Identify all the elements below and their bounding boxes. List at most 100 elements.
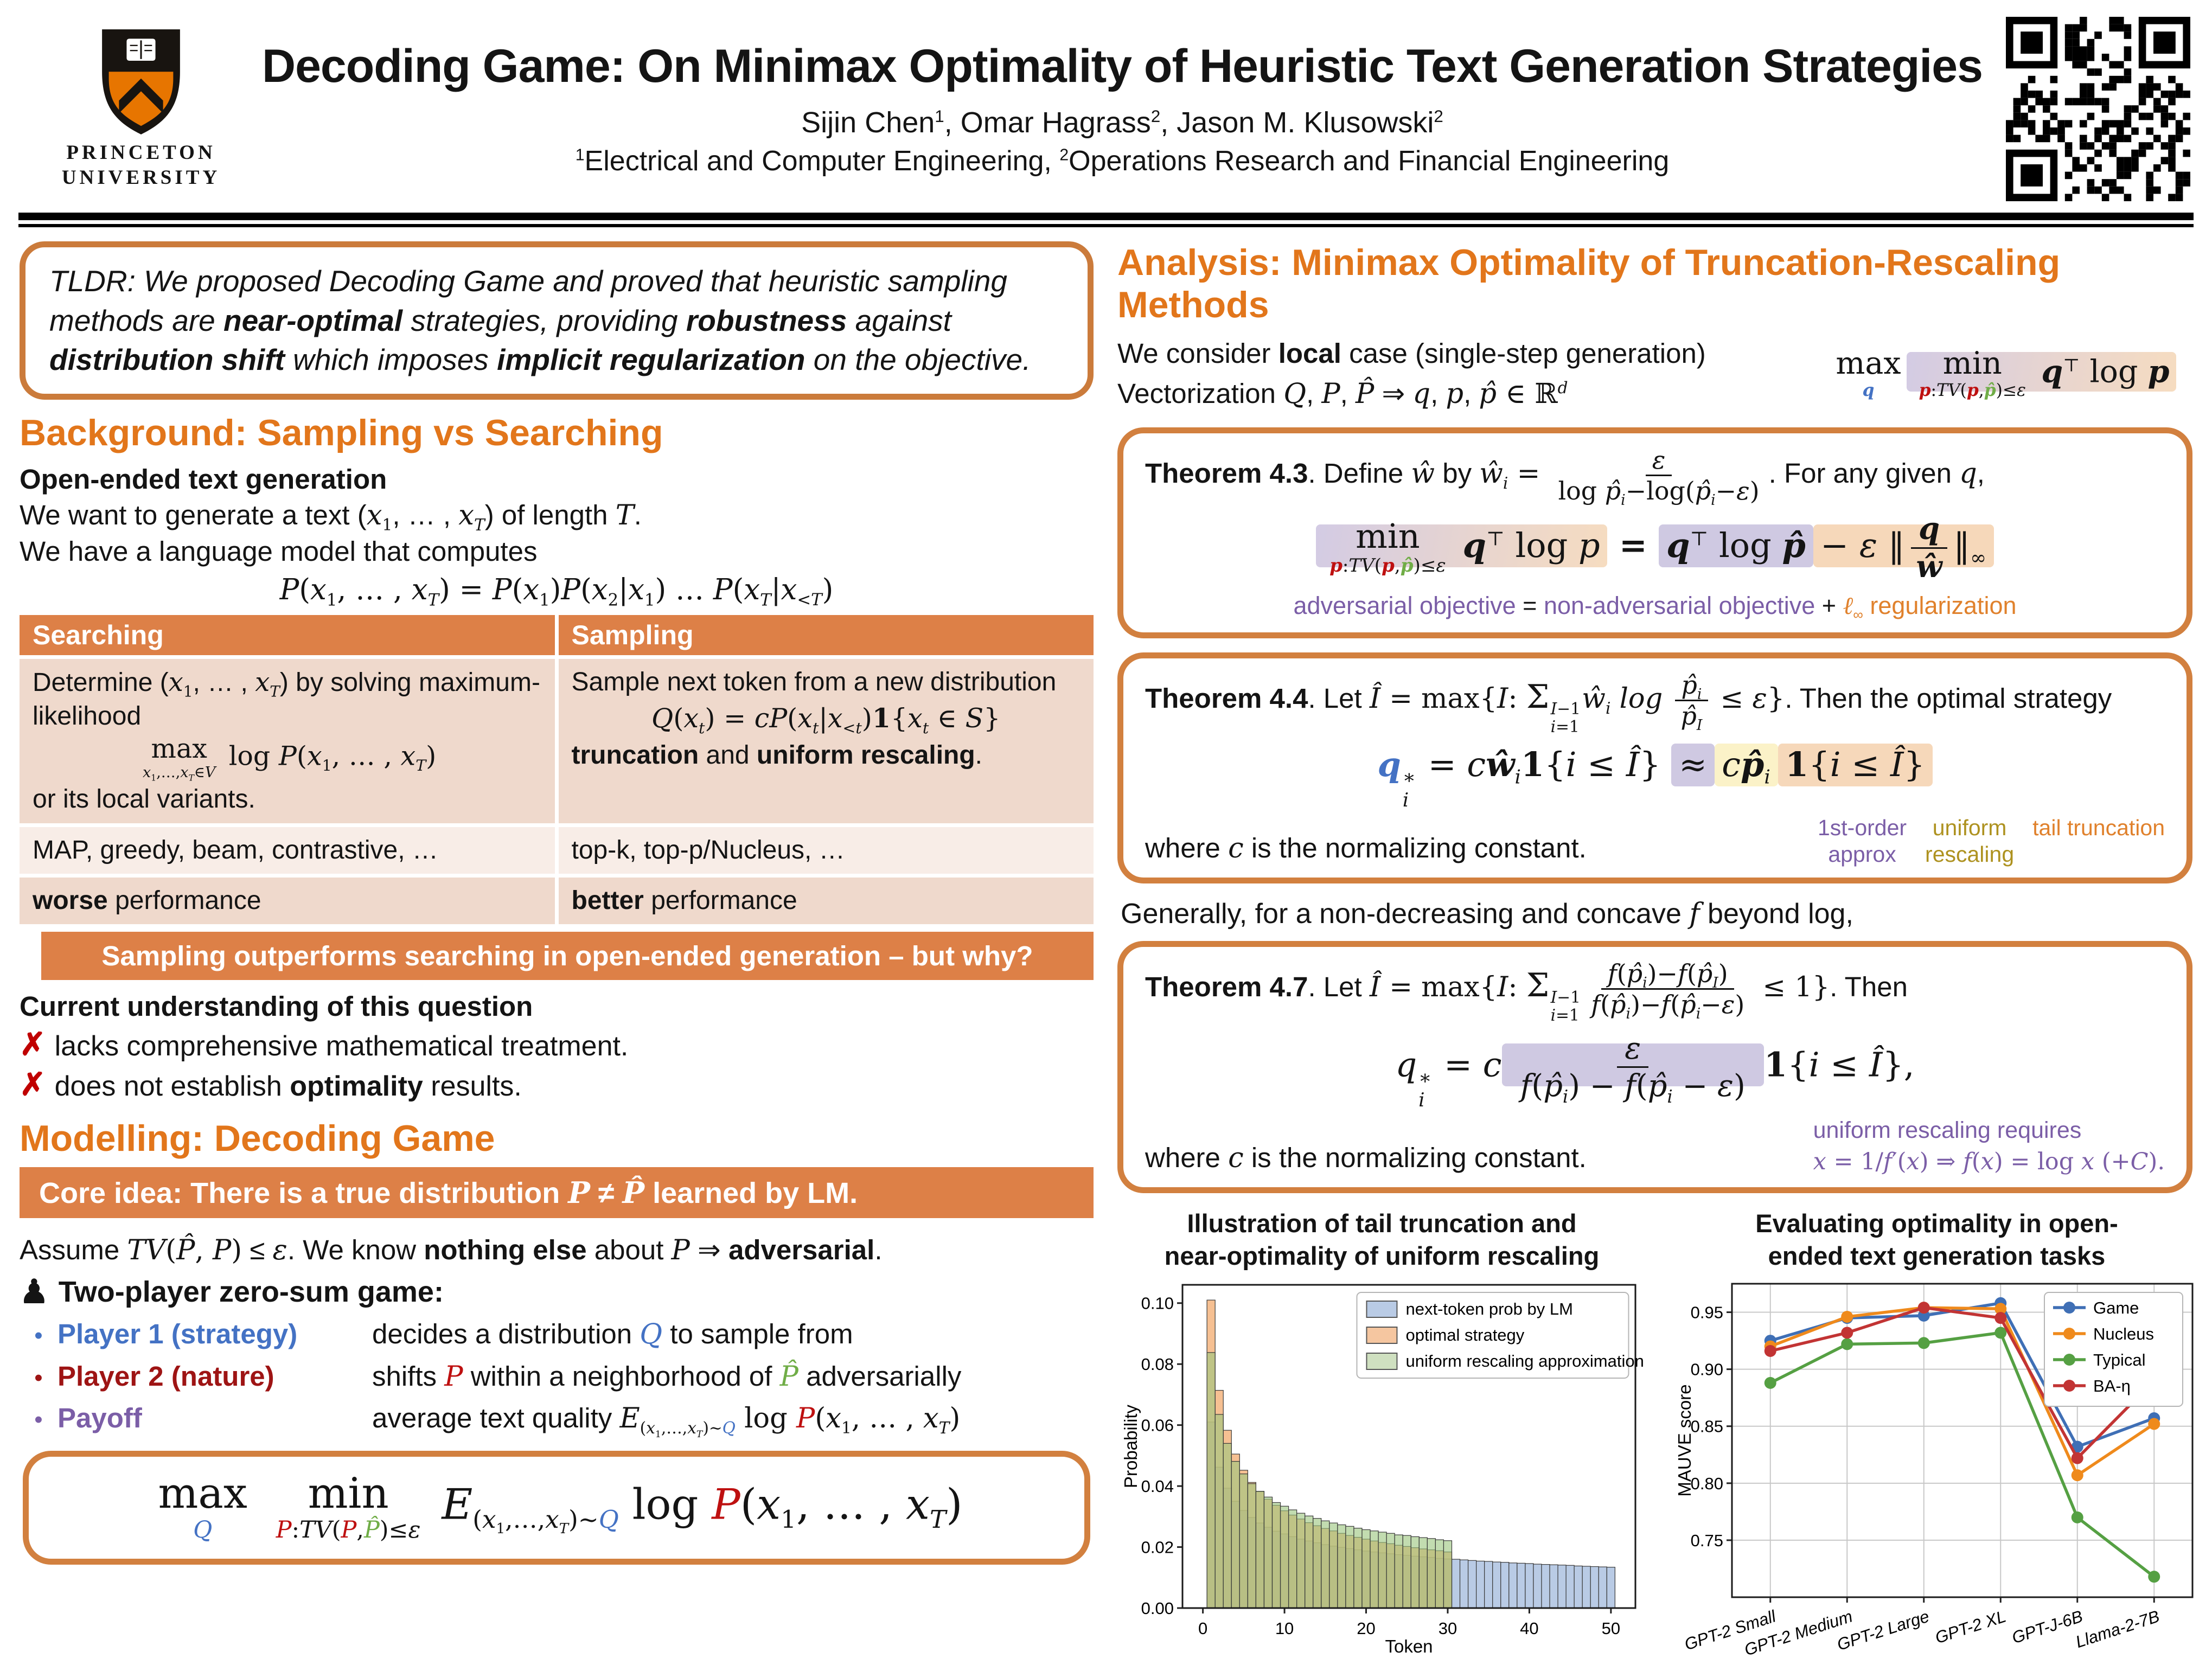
cross-text-2: does not establish optimality results. xyxy=(54,1070,522,1102)
svg-text:MAUVE score: MAUVE score xyxy=(1674,1384,1695,1496)
svg-text:Typical: Typical xyxy=(2093,1350,2145,1369)
qr-wrap xyxy=(1995,17,2190,201)
local-case-text: We consider local case (single-step gene… xyxy=(1117,334,1798,414)
svg-text:0.08: 0.08 xyxy=(1141,1355,1174,1374)
columns: TLDR: We proposed Decoding Game and prov… xyxy=(0,227,2212,1665)
theorem-4-7-where: where c is the normalizing constant. xyxy=(1145,1142,1587,1174)
svg-text:0.85: 0.85 xyxy=(1691,1417,1723,1436)
table-header-sampling: Sampling xyxy=(558,614,1094,655)
bar-chart: 0.00 0.02 0.04 0.06 0.08 0.10 0 10 20 30 40 50 Token… xyxy=(1121,1284,1644,1656)
affiliations: 1Electrical and Computer Engineering, 2O… xyxy=(575,145,1670,177)
svg-text:0.10: 0.10 xyxy=(1141,1293,1174,1312)
table-cell-sample-methods: top-k, top-p/Nucleus, … xyxy=(558,827,1094,874)
svg-text:BA-η: BA-η xyxy=(2093,1376,2131,1395)
svg-text:Game: Game xyxy=(2093,1298,2139,1317)
line-chart-panel: Evaluating optimality in open- ended tex… xyxy=(1672,1207,2201,1664)
table-cell-sampling: Sample next token from a new distributio… xyxy=(558,658,1094,823)
table-cell-search-methods: MAP, greedy, beam, contrastive, … xyxy=(20,827,555,874)
search-sample-table: Searching Sampling Determine (x1, … , xT… xyxy=(20,614,1094,925)
cross-item-2: ✗ does not establish optimality results. xyxy=(20,1067,1094,1105)
player2-label: Player 2 (nature) xyxy=(57,1360,274,1392)
sampling-formula: Q(xt) = cP(xt|x<t)1{xt ∈ S} xyxy=(651,702,1001,737)
background-heading: Background: Sampling vs Searching xyxy=(20,412,663,453)
tldr-box: TLDR: We proposed Decoding Game and prov… xyxy=(20,241,1094,400)
theorem-4-3-title: Theorem 4.3 xyxy=(1145,458,1308,489)
svg-text:50: 50 xyxy=(1602,1619,1620,1638)
general-f-line: Generally, for a non-decreasing and conc… xyxy=(1121,898,1853,931)
svg-text:Probability: Probability xyxy=(1121,1404,1141,1488)
searching-formula: max x1,…,xT∈V log P(x1, … , xT) xyxy=(143,733,437,783)
background-line2: We have a language model that computes xyxy=(20,536,538,567)
payoff-row: • Payoff average text quality E(x1,…,xT)… xyxy=(20,1400,1094,1440)
header: PRINCETON UNIVERSITY Decoding Game: On M… xyxy=(0,0,2212,213)
game-heading-row: ♟ Two-player zero-sum game: xyxy=(20,1273,1094,1311)
theorem-4-7-title: Theorem 4.7 xyxy=(1145,971,1308,1003)
theorem-4-4-line: . Let Î = max{I: Σ I−1 i=1 ŵi log p̂i p̂I … xyxy=(1308,670,2112,736)
current-understanding-heading: Current understanding of this question xyxy=(20,991,533,1022)
svg-text:0.02: 0.02 xyxy=(1141,1538,1174,1557)
payoff-desc: average text quality E(x1,…,xT)~Q log P(… xyxy=(372,1403,961,1440)
theorem-4-4-title: Theorem 4.4 xyxy=(1145,682,1308,714)
svg-text:30: 30 xyxy=(1439,1619,1457,1638)
annotation-tail-truncation: tail truncation xyxy=(2032,815,2165,840)
open-ended-subheading: Open-ended text generation xyxy=(20,463,387,495)
header-center: Decoding Game: On Minimax Optimality of … xyxy=(250,41,1995,178)
svg-text:uniform rescaling approximatio: uniform rescaling approximation xyxy=(1405,1352,1644,1371)
why-banner: Sampling outperforms searching in open-e… xyxy=(41,932,1094,981)
table-cell-searching: Determine (x1, … , xT) by solving maximu… xyxy=(20,658,555,823)
bullet-icon: • xyxy=(34,1322,43,1349)
svg-text:0.06: 0.06 xyxy=(1141,1416,1174,1435)
princeton-logo: PRINCETON UNIVERSITY xyxy=(33,28,250,191)
theorem-4-4-where: where c is the normalizing constant. xyxy=(1145,832,1587,864)
player2-desc: shifts P within a neighborhood of P̂ adv… xyxy=(372,1360,962,1393)
local-case-row: We consider local case (single-step gene… xyxy=(1117,334,2192,414)
theorem-4-7-footer: where c is the normalizing constant. uni… xyxy=(1145,1115,2165,1177)
assume-line: Assume TV(P̂, P) ≤ ε. We know nothing el… xyxy=(20,1234,883,1267)
analysis-heading: Analysis: Minimax Optimality of Truncati… xyxy=(1117,242,2061,325)
svg-text:40: 40 xyxy=(1520,1619,1538,1638)
local-line1: We consider local case (single-step gene… xyxy=(1117,338,1706,369)
table-cell-better: better performance xyxy=(558,878,1094,925)
princeton-shield-icon xyxy=(102,29,180,135)
svg-text:10: 10 xyxy=(1275,1619,1294,1638)
svg-text:0: 0 xyxy=(1198,1619,1207,1638)
bar-chart-panel: Illustration of tail truncation and near… xyxy=(1117,1207,1646,1664)
theorem-4-7-note: uniform rescaling requires x = 1/f′(x) ⇒… xyxy=(1813,1117,2165,1176)
chain-rule-formula: P(x1, … , xT) = P(x1)P(x2|x1) … P(xT|x<T… xyxy=(279,573,834,610)
theorem-4-7-box: Theorem 4.7. Let Î = max{I: Σ I−1 i=1 f(p̂… xyxy=(1117,941,2192,1194)
theorem-4-4-statement: Theorem 4.4. Let Î = max{I: Σ I−1 i=1 ŵi … xyxy=(1145,670,2165,736)
theorem-4-4-box: Theorem 4.4. Let Î = max{I: Σ I−1 i=1 ŵi … xyxy=(1117,652,2192,884)
bullet-icon: • xyxy=(34,1406,43,1433)
left-column: TLDR: We proposed Decoding Game and prov… xyxy=(20,241,1094,1665)
cross-icon: ✗ xyxy=(20,1066,46,1102)
bullet-icon: • xyxy=(34,1364,43,1391)
bar-chart-title: Illustration of tail truncation and near… xyxy=(1164,1209,1600,1271)
theorem-4-3-statement: Theorem 4.3. Define ŵ by ŵi = ε log p̂i… xyxy=(1145,445,2165,509)
svg-text:GPT-2 XL: GPT-2 XL xyxy=(1933,1606,2008,1647)
decoding-game-formula: max Q min P:TV(P,P̂)≤ε E(x1,…,xT)~Q log P(… xyxy=(23,1451,1090,1565)
svg-text:Nucleus: Nucleus xyxy=(2093,1324,2154,1343)
theorem-4-4-formula: q ∗ i = cŵi1{i ≤ Î} ≈ cp̂i 1{i ≤ Î} xyxy=(1145,741,2165,811)
svg-text:0.80: 0.80 xyxy=(1691,1474,1723,1493)
svg-text:20: 20 xyxy=(1357,1619,1375,1638)
chess-pawn-icon: ♟ xyxy=(20,1273,49,1310)
theorem-4-3-line: . Define ŵ by ŵi = ε log p̂i−log(p̂i−ε)… xyxy=(1308,445,1985,509)
searching-text2: or its local variants. xyxy=(33,785,255,814)
modelling-heading: Modelling: Decoding Game xyxy=(20,1118,495,1160)
annotation-first-order-approx: 1st-order approx xyxy=(1817,815,1907,867)
cross-icon: ✗ xyxy=(20,1026,46,1062)
local-line2: Vectorization Q, P, P̂ ⇒ q, p, p̂ ∈ ℝd xyxy=(1117,377,1568,410)
logo-line1: PRINCETON xyxy=(66,141,216,164)
header-divider xyxy=(18,213,2194,227)
annotation-uniform-rescaling: uniform rescaling xyxy=(1925,815,2015,867)
cross-text-1: lacks comprehensive mathematical treatme… xyxy=(54,1030,629,1062)
svg-text:Llama-2-7B: Llama-2-7B xyxy=(2073,1606,2162,1651)
qr-code xyxy=(2006,17,2190,201)
table-header-searching: Searching xyxy=(20,614,555,655)
player1-desc: decides a distribution Q to sample from xyxy=(372,1318,853,1351)
core-idea-banner: Core idea: There is a true distribution … xyxy=(20,1167,1094,1219)
theorem-4-3-formula: min p:TV(p,p̂)≤ε q⊤ log p = q⊤ log p̂ − ε … xyxy=(1145,511,2165,585)
svg-text:next-token prob by LM: next-token prob by LM xyxy=(1405,1299,1572,1318)
svg-text:optimal strategy: optimal strategy xyxy=(1405,1325,1524,1344)
